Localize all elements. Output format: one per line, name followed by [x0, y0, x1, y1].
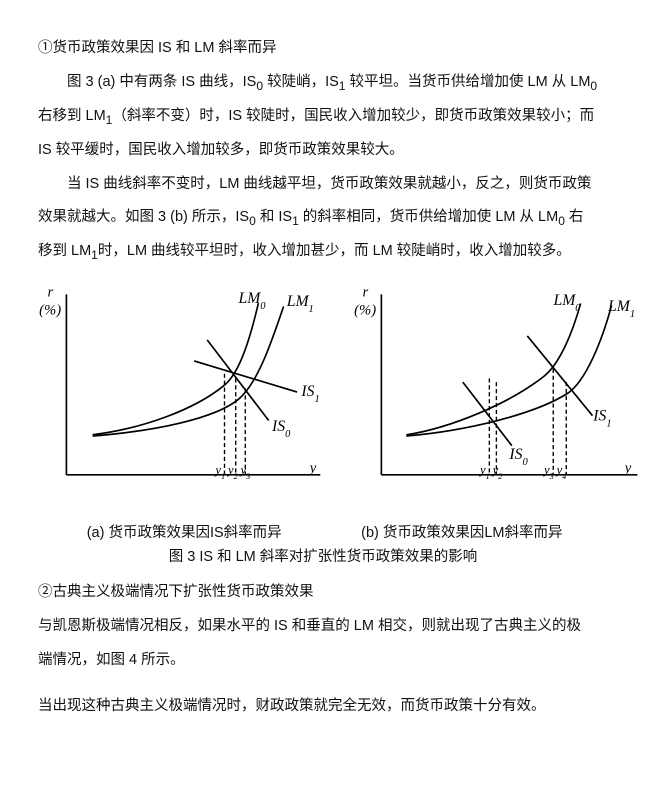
svg-text:LM1: LM1 [607, 298, 635, 320]
svg-text:LM0: LM0 [238, 290, 267, 312]
svg-text:LM1: LM1 [286, 293, 314, 315]
svg-text:IS1: IS1 [301, 383, 320, 405]
svg-text:y4: y4 [555, 463, 567, 480]
svg-text:y: y [308, 461, 317, 477]
svg-text:IS0: IS0 [271, 418, 291, 440]
svg-text:y1: y1 [478, 463, 490, 480]
svg-text:y2: y2 [491, 463, 503, 480]
svg-text:(%): (%) [39, 302, 61, 318]
svg-text:(%): (%) [354, 302, 376, 318]
svg-text:LM0: LM0 [552, 292, 581, 314]
svg-text:y3: y3 [542, 463, 554, 480]
svg-text:r: r [363, 286, 369, 300]
svg-text:IS0: IS0 [508, 446, 528, 468]
svg-text:y1: y1 [214, 463, 226, 480]
svg-text:y3: y3 [239, 463, 251, 480]
svg-text:r: r [48, 286, 54, 300]
svg-text:IS1: IS1 [592, 407, 611, 429]
svg-text:y: y [623, 461, 632, 477]
